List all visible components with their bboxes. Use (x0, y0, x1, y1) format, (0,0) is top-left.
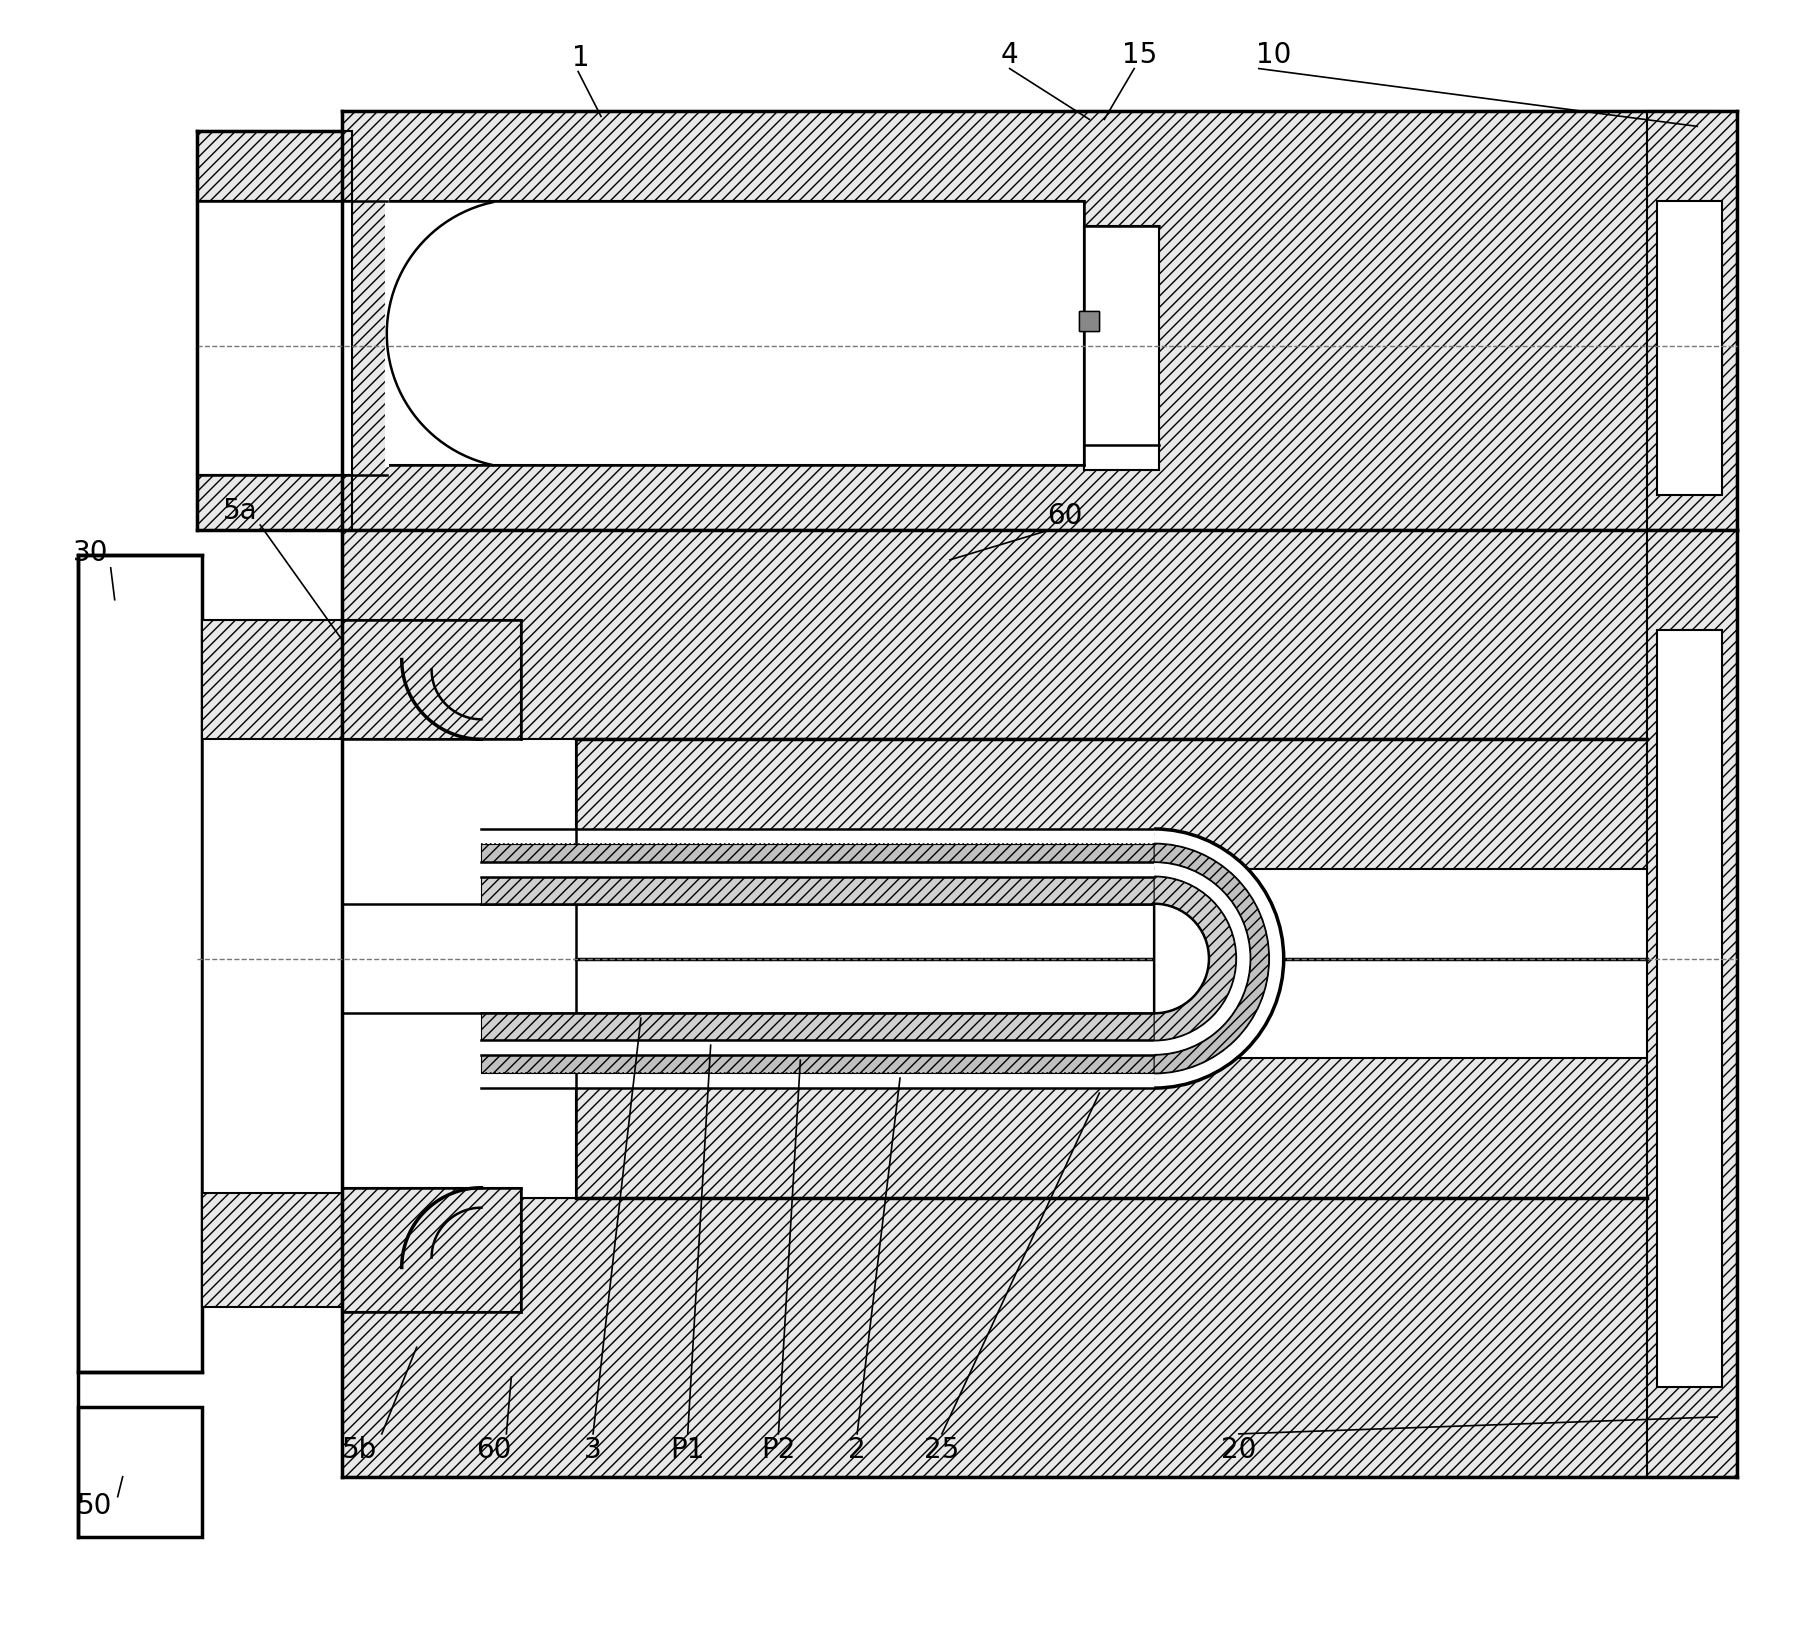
Text: 1: 1 (572, 44, 590, 72)
Bar (342, 530, 1738, 739)
Text: 60: 60 (1046, 501, 1082, 530)
Bar (481, 862, 1155, 878)
Bar (203, 681, 342, 1237)
Bar (342, 113, 1718, 530)
Bar (1647, 530, 1738, 1477)
Bar (203, 1193, 342, 1307)
Bar (78, 1407, 203, 1537)
Text: 50: 50 (78, 1490, 112, 1519)
Bar (576, 1059, 1738, 1198)
Bar (342, 839, 481, 1079)
Bar (342, 1188, 521, 1312)
Bar (342, 620, 521, 739)
Text: 5b: 5b (342, 1435, 378, 1462)
Wedge shape (1155, 829, 1283, 1089)
Bar (342, 1198, 1738, 1477)
Bar (78, 555, 203, 1373)
Wedge shape (1155, 904, 1209, 1013)
Bar (481, 1013, 1155, 1041)
Bar (203, 620, 342, 739)
Bar (481, 844, 1155, 862)
Bar (1658, 630, 1721, 1387)
Text: 25: 25 (925, 1435, 959, 1462)
Bar (481, 1041, 1155, 1056)
Bar (481, 1056, 1155, 1074)
Polygon shape (1155, 844, 1269, 1074)
Bar (387, 202, 1084, 465)
Text: 10: 10 (1256, 41, 1291, 69)
Text: 20: 20 (1222, 1435, 1256, 1462)
Bar (342, 904, 1155, 1013)
Bar (1647, 113, 1738, 530)
Text: 5a: 5a (223, 496, 257, 526)
Bar (1079, 312, 1099, 331)
Bar (481, 1074, 1155, 1089)
Text: 2: 2 (849, 1435, 865, 1462)
Bar (1079, 312, 1099, 331)
Text: P2: P2 (762, 1435, 796, 1462)
Bar (481, 829, 1155, 844)
Bar (481, 878, 1155, 904)
Text: 4: 4 (1001, 41, 1019, 69)
Text: P1: P1 (670, 1435, 704, 1462)
Bar (197, 202, 351, 477)
Text: 3: 3 (585, 1435, 603, 1462)
Bar (1658, 202, 1721, 496)
Bar (342, 739, 576, 1198)
Text: 15: 15 (1122, 41, 1157, 69)
Bar (197, 132, 351, 202)
Bar (197, 477, 351, 530)
Bar (1084, 227, 1158, 472)
Bar (576, 739, 1738, 870)
Polygon shape (1155, 878, 1236, 1041)
Text: 30: 30 (72, 539, 109, 566)
Text: 60: 60 (476, 1435, 510, 1462)
